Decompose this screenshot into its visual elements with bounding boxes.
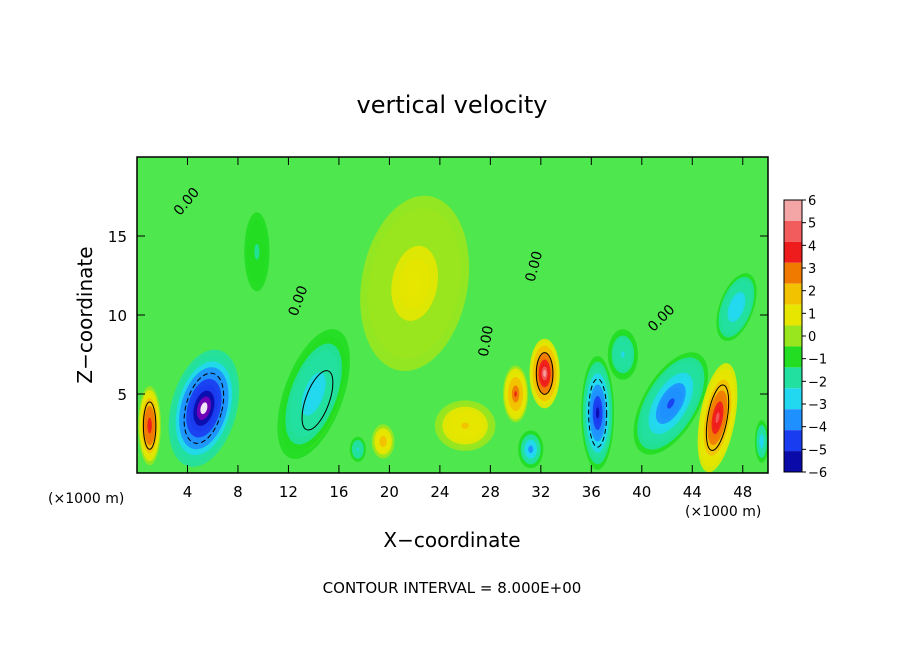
contour-line-0 bbox=[183, 372, 225, 444]
velocity-cell-10 bbox=[518, 430, 544, 469]
x-tick-label-36: 36 bbox=[582, 483, 601, 501]
x-tick-label-4: 4 bbox=[183, 483, 193, 501]
x-tick-label-32: 32 bbox=[531, 483, 550, 501]
colorbar-label-1: 5 bbox=[808, 217, 816, 232]
colorbar-label-12: −6 bbox=[808, 466, 827, 481]
x-tick-label-44: 44 bbox=[683, 483, 702, 501]
velocity-cell-3 bbox=[581, 356, 615, 470]
colorbar-swatch-12 bbox=[784, 451, 802, 472]
colorbar-label-11: −5 bbox=[808, 443, 827, 458]
x-tick-label-40: 40 bbox=[632, 483, 651, 501]
colorbar-label-0: 6 bbox=[808, 194, 816, 209]
velocity-cell-4 bbox=[633, 352, 709, 455]
velocity-cell-0 bbox=[168, 349, 240, 467]
velocity-cell-15 bbox=[349, 436, 366, 462]
colorbar-swatch-6 bbox=[784, 325, 802, 347]
y-axis-ticks: 5 10 15 bbox=[108, 228, 768, 404]
x-axis-label: X−coordinate bbox=[383, 528, 520, 552]
contour-label-4: 0.00 bbox=[476, 324, 497, 357]
colorbar-label-4: 2 bbox=[808, 285, 816, 300]
velocity-cell-13 bbox=[371, 424, 395, 459]
x-tick-label-24: 24 bbox=[430, 483, 449, 501]
colorbar-swatch-5 bbox=[784, 304, 802, 326]
colorbar-swatch-7 bbox=[784, 346, 802, 368]
chart-title: vertical velocity bbox=[357, 91, 548, 119]
contour-interval-footer: CONTOUR INTERVAL = 8.000E+00 bbox=[323, 579, 582, 597]
velocity-cell-6 bbox=[529, 338, 560, 409]
x-tick-label-12: 12 bbox=[279, 483, 298, 501]
colorbar-swatch-4 bbox=[784, 283, 802, 305]
colorbar-label-6: 0 bbox=[808, 330, 816, 345]
contour-line-6 bbox=[535, 352, 554, 395]
colorbar-swatch-9 bbox=[784, 388, 802, 410]
colorbar-swatch-0 bbox=[784, 200, 802, 221]
velocity-cell-16 bbox=[754, 420, 768, 463]
y-tick-label-10: 10 bbox=[108, 307, 127, 325]
velocity-cell-17 bbox=[607, 329, 639, 380]
x-axis-ticks: 4 8 12 16 20 24 28 32 36 40 44 48 bbox=[183, 157, 752, 501]
x-tick-label-28: 28 bbox=[481, 483, 500, 501]
velocity-cell-7 bbox=[502, 365, 529, 423]
colorbar-label-10: −4 bbox=[808, 421, 827, 436]
colorbar-label-5: 1 bbox=[808, 307, 816, 322]
colorbar-swatch-3 bbox=[784, 262, 802, 284]
x-tick-label-8: 8 bbox=[233, 483, 243, 501]
velocity-cell-9 bbox=[716, 273, 757, 342]
colorbar: 6 5 4 3 2 1 0 −1 −2 −3 −4 −5 −6 bbox=[783, 194, 827, 481]
velocity-cell-12 bbox=[434, 400, 496, 451]
colorbar-label-9: −3 bbox=[808, 398, 827, 413]
x-tick-label-20: 20 bbox=[380, 483, 399, 501]
contour-line-3 bbox=[588, 378, 608, 448]
contour-label-2: 0.00 bbox=[523, 249, 547, 283]
velocity-cell-11 bbox=[360, 195, 470, 372]
contour-line-8 bbox=[142, 401, 157, 450]
contour-line-1 bbox=[301, 370, 334, 431]
y-tick-label-15: 15 bbox=[108, 228, 127, 246]
velocity-cell-2 bbox=[277, 329, 350, 459]
colorbar-swatch-8 bbox=[784, 367, 802, 389]
colorbar-label-8: −2 bbox=[808, 375, 827, 390]
velocity-cell-14 bbox=[244, 212, 270, 292]
contour-line-5 bbox=[705, 384, 730, 451]
x-unit-label-left: (×1000 m) bbox=[48, 491, 124, 507]
colorbar-label-7: −1 bbox=[808, 353, 827, 368]
y-axis-label: Z−coordinate bbox=[73, 246, 97, 383]
colorbar-label-3: 3 bbox=[808, 262, 816, 277]
contour-labels: 0.000.000.000.000.00 bbox=[171, 185, 679, 358]
x-tick-label-48: 48 bbox=[733, 483, 752, 501]
y-tick-label-5: 5 bbox=[117, 386, 127, 404]
colorbar-label-2: 4 bbox=[808, 239, 816, 254]
colorbar-swatch-1 bbox=[784, 220, 802, 242]
colorbar-swatch-11 bbox=[784, 430, 802, 452]
x-unit-label-right: (×1000 m) bbox=[685, 504, 761, 520]
x-tick-label-16: 16 bbox=[329, 483, 348, 501]
colorbar-swatch-2 bbox=[784, 241, 802, 263]
contour-lines bbox=[142, 352, 730, 451]
colorbar-swatch-10 bbox=[784, 409, 802, 431]
velocity-cell-8 bbox=[138, 386, 161, 466]
